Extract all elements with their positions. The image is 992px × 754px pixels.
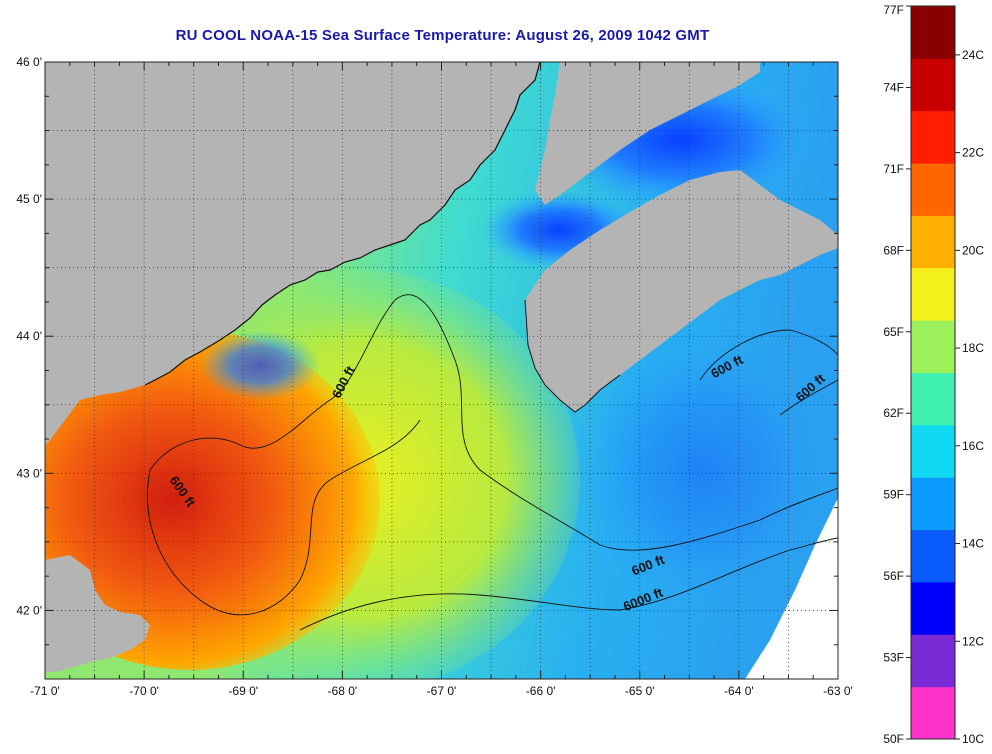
- celsius-label: 14C: [962, 537, 984, 551]
- colorbar-segment: [911, 267, 955, 321]
- celsius-labels: 24C 22C 20C 18C 16C 14C 12C 10C: [955, 48, 984, 746]
- coastline: [144, 62, 541, 386]
- fahrenheit-labels: 77F 74F 71F 68F 65F 62F 59F 56F 53F 50F: [883, 3, 911, 746]
- colorbar-segment: [911, 6, 955, 59]
- colorbar-segment: [911, 477, 955, 531]
- depth-contour-600ft: [779, 379, 838, 416]
- lon-tick-label: -70 0': [129, 684, 159, 698]
- colorbar-segment: [911, 320, 955, 373]
- celsius-label: 18C: [962, 341, 984, 355]
- colorbar-segment: [911, 634, 955, 688]
- lat-tick-label: 43 0': [16, 466, 42, 480]
- fahrenheit-label: 59F: [883, 488, 904, 502]
- land-mass: [525, 170, 838, 412]
- colorbar-segment: [911, 58, 955, 112]
- colorbar-frame: [910, 5, 956, 740]
- colorbar-segment: [911, 686, 955, 740]
- cold-water-patch: [200, 330, 320, 400]
- fahrenheit-label: 53F: [883, 651, 904, 665]
- colorbar-segment: [911, 372, 955, 426]
- colorbar-segment: [911, 581, 955, 635]
- colorbar-scale: [911, 6, 955, 740]
- lon-tick-label: -66 0': [526, 684, 556, 698]
- fahrenheit-label: 68F: [883, 243, 904, 257]
- coastline: [524, 299, 621, 413]
- colorbar-segment: [911, 215, 955, 269]
- lat-tick-label: 42 0': [16, 603, 42, 617]
- lon-tick-label: -64 0': [724, 684, 754, 698]
- lat-tick-label: 45 0': [16, 192, 42, 206]
- fahrenheit-label: 74F: [883, 80, 904, 94]
- depth-contour-600ft: [149, 294, 838, 551]
- depth-contour-600ft: [699, 329, 838, 381]
- celsius-label: 24C: [962, 48, 984, 62]
- land-mass: [535, 62, 760, 205]
- land-mass: [45, 555, 150, 672]
- lat-tick-label: 44 0': [16, 329, 42, 343]
- colorbar-segment: [911, 110, 955, 164]
- no-data-region: [745, 498, 838, 679]
- lon-tick-label: -69 0': [228, 684, 258, 698]
- depth-contour-600ft: [147, 419, 421, 616]
- lat-tick-label: 46 0': [16, 55, 42, 69]
- celsius-label: 22C: [962, 146, 984, 160]
- fahrenheit-label: 65F: [883, 325, 904, 339]
- land-mass: [45, 62, 540, 445]
- fahrenheit-label: 62F: [883, 406, 904, 420]
- depth-contour-6000ft: [299, 537, 838, 631]
- fahrenheit-label: 56F: [883, 569, 904, 583]
- colorbar-segment: [911, 163, 955, 216]
- colorbar-segment: [911, 529, 955, 583]
- lon-tick-label: -63 0': [823, 684, 853, 698]
- colorbar-segment: [911, 424, 955, 478]
- celsius-label: 20C: [962, 243, 984, 257]
- celsius-label: 10C: [962, 732, 984, 746]
- lon-tick-label: -68 0': [328, 684, 358, 698]
- celsius-label: 16C: [962, 439, 984, 453]
- lon-tick-label: -71 0': [30, 684, 60, 698]
- latitude-axis: 46 0' 45 0' 44 0' 43 0' 42 0': [16, 55, 838, 680]
- map-title: RU COOL NOAA-15 Sea Surface Temperature:…: [175, 27, 710, 44]
- celsius-label: 12C: [962, 634, 984, 648]
- lon-tick-label: -65 0': [625, 684, 655, 698]
- cold-water-patch: [560, 320, 838, 620]
- graticule: [45, 62, 838, 679]
- fahrenheit-label: 77F: [883, 3, 904, 17]
- fahrenheit-label: 50F: [883, 732, 904, 746]
- longitude-axis: -71 0' -70 0' -69 0' -68 0' -67 0' -66 0' -65 …: [30, 62, 853, 698]
- lon-tick-label: -67 0': [427, 684, 457, 698]
- fahrenheit-label: 71F: [883, 162, 904, 176]
